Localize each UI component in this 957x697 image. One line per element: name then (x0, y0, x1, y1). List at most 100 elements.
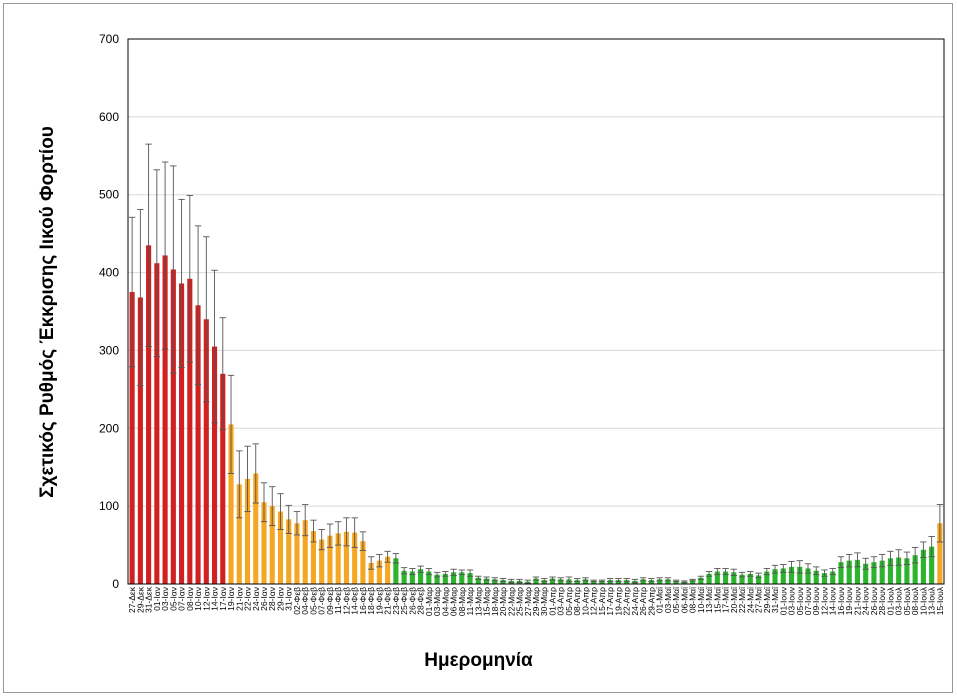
bar (451, 572, 457, 584)
bar (813, 570, 819, 584)
x-tick-label: 27-Μαϊ (754, 586, 764, 613)
x-tick-label: 08-Μαρ (457, 587, 467, 616)
x-tick-label: 13-Ιουλ (927, 586, 937, 615)
y-tick-label: 300 (99, 343, 119, 357)
bar (352, 532, 358, 584)
x-tick-label: 13-Μαρ (473, 587, 483, 616)
x-tick-label: 08-Μαϊ (688, 586, 698, 613)
bar (385, 556, 391, 584)
x-tick-label: 27-Μαρ (523, 587, 533, 616)
bar (129, 292, 135, 584)
x-tick-label: 01-Μαρ (424, 587, 434, 616)
bar (187, 278, 193, 584)
x-tick-label: 22-Μαϊ (737, 586, 747, 613)
x-tick-label: 15-Απρ (597, 587, 607, 616)
y-axis-label: Σχετικός Ρυθμός Έκκρισης Ιικού Φορτίου (37, 126, 58, 498)
x-tick-label: 01-Ιαν (152, 587, 162, 611)
x-tick-label: 10-Ιαν (193, 587, 203, 611)
bar (409, 571, 415, 584)
x-tick-label: 24-Απρ (630, 587, 640, 616)
x-tick-label: 29-Δεκ (135, 586, 145, 613)
x-tick-label: 17-Απρ (605, 587, 615, 616)
bar (830, 571, 836, 584)
bar (797, 566, 803, 584)
bar (549, 578, 556, 584)
x-tick-label: 14-Φεβ (350, 587, 360, 615)
x-tick-label: 28-Φεβ (416, 587, 426, 615)
bar (805, 568, 811, 584)
x-tick-label: 22-Ιαν (243, 587, 253, 611)
x-tick-label: 08-Ιουλ (910, 586, 920, 615)
x-tick-label: 24-Ιαν (251, 587, 261, 611)
y-tick-label: 0 (112, 577, 119, 591)
x-tick-label: 07-Ιαν (177, 587, 187, 611)
bar (863, 563, 869, 584)
bar (327, 535, 333, 584)
x-tick-label: 10-Μαϊ (696, 586, 706, 613)
x-tick-label: 15-Μαρ (482, 587, 492, 616)
bar (253, 473, 259, 584)
bar (319, 539, 325, 584)
y-tick-label: 700 (99, 32, 119, 46)
bar (302, 520, 308, 584)
x-tick-label: 19-Φεβ (374, 587, 384, 615)
x-tick-label: 31-Δεκ (144, 586, 154, 613)
x-tick-label: 03-Μαϊ (663, 586, 673, 613)
bar (533, 578, 539, 584)
bar (244, 478, 251, 584)
bar (393, 558, 399, 584)
x-tick-label: 08-Απρ (572, 587, 582, 616)
bar (162, 255, 168, 584)
x-axis-label: Ημερομηνία (424, 650, 533, 671)
x-tick-label: 29-Μαϊ (762, 586, 772, 613)
x-tick-label: 12-Ιαν (201, 587, 211, 611)
bar (764, 571, 770, 584)
x-tick-label: 07-Φεβ (317, 587, 327, 615)
x-tick-label: 25-Μαρ (515, 587, 525, 616)
bar (434, 574, 440, 584)
bar (459, 572, 465, 584)
y-tick-label: 200 (99, 421, 119, 435)
bar (912, 555, 918, 584)
x-tick-label: 26-Φεβ (407, 587, 417, 615)
x-tick-label: 10-Ιουλ (918, 586, 928, 615)
x-tick-label: 05-Ιαν (168, 587, 178, 611)
x-tick-label: 05-Ιουν (795, 587, 805, 615)
x-tick-label: 03-Ιουν (787, 587, 797, 615)
bar (723, 571, 729, 584)
bar (195, 305, 201, 584)
bar (640, 579, 646, 584)
x-tick-label: 28-Ιαν (267, 587, 277, 611)
bar (170, 269, 176, 584)
bar (698, 577, 704, 584)
bar (277, 511, 284, 584)
bar (203, 319, 209, 584)
x-tick-label: 16-Ιουν (836, 587, 846, 615)
x-tick-label: 26-Απρ (638, 587, 648, 616)
x-tick-label: 18-Φεβ (366, 587, 376, 615)
x-tick-label: 05-Φεβ (308, 587, 318, 615)
bar (821, 573, 828, 584)
x-tick-label: 04-Μαρ (440, 587, 450, 616)
plot-area-border (127, 38, 945, 585)
x-tick-label: 10-Απρ (580, 587, 590, 616)
bar (755, 575, 762, 584)
x-tick-label: 05-Μαϊ (671, 586, 681, 613)
x-tick-label: 19-Ιαν (226, 587, 236, 611)
bar (310, 531, 317, 584)
bar (261, 502, 267, 584)
x-tick-label: 25-Φεβ (399, 587, 409, 615)
bar (376, 560, 382, 584)
x-tick-label: 01-Απρ (547, 587, 557, 616)
x-tick-label: 19-Απρ (613, 587, 623, 616)
bar (599, 580, 605, 584)
x-tick-label: 03-Ιαν (160, 587, 170, 611)
chart-frame (3, 3, 953, 693)
x-tick-label: 03-Ιουλ (894, 586, 904, 615)
bar (220, 373, 226, 584)
x-tick-label: 31-Μαϊ (770, 586, 780, 613)
bar (582, 579, 589, 584)
x-tick-label: 21-Ιουν (852, 587, 862, 615)
x-tick-label: 08-Ιαν (185, 587, 195, 611)
